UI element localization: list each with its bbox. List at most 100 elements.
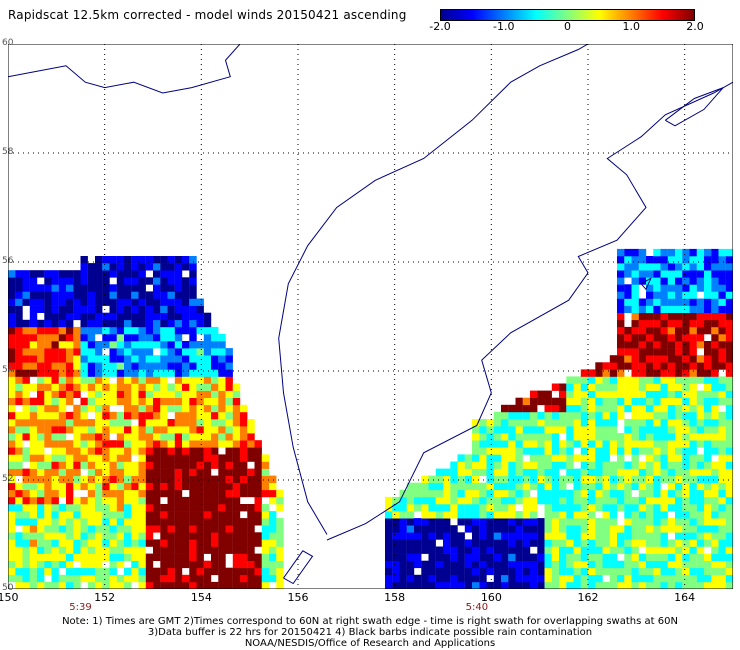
wind-cell [617, 440, 625, 448]
wind-cell [211, 454, 219, 462]
wind-cell [559, 454, 567, 462]
wind-cell [704, 581, 712, 589]
wind-cell [73, 482, 81, 491]
wind-cell [95, 475, 103, 483]
wind-cell [22, 298, 30, 306]
wind-cell [675, 440, 683, 448]
wind-cell [29, 496, 38, 505]
wind-cell [631, 248, 639, 257]
wind-cell [102, 390, 110, 398]
wind-cell [617, 504, 625, 512]
wind-cell [232, 440, 241, 448]
wind-cell [559, 461, 567, 469]
wind-cell [124, 256, 132, 264]
wind-cell [385, 553, 393, 561]
wind-cell [588, 574, 596, 583]
wind-cell [58, 560, 67, 569]
wind-cell [414, 532, 422, 540]
wind-cell [696, 319, 705, 328]
wind-cell [44, 539, 52, 547]
wind-cell [385, 560, 393, 569]
wind-cell [486, 532, 494, 540]
wind-cell [660, 248, 668, 257]
wind-cell [522, 440, 531, 448]
wind-cell [675, 383, 683, 391]
wind-cell [595, 553, 603, 561]
wind-cell [189, 426, 197, 434]
wind-cell [116, 532, 125, 540]
wind-cell [711, 539, 719, 547]
wind-cell [493, 546, 502, 554]
wind-cell [617, 248, 625, 257]
wind-cell [631, 319, 639, 328]
wind-cell [116, 489, 125, 498]
wind-cell [73, 539, 81, 547]
wind-cell [609, 447, 618, 455]
wind-cell [718, 560, 726, 569]
wind-cell [29, 447, 38, 455]
wind-cell [602, 461, 610, 469]
wind-cell [138, 447, 146, 455]
wind-cell [617, 326, 625, 335]
wind-cell [131, 383, 139, 391]
wind-cell [218, 383, 226, 391]
wind-cell [160, 390, 168, 398]
wind-cell [406, 539, 415, 547]
wind-cell [254, 489, 262, 498]
wind-cell [160, 454, 168, 462]
wind-cell [225, 504, 233, 512]
wind-cell [182, 539, 190, 547]
wind-cell [66, 504, 74, 512]
wind-cell [573, 560, 581, 569]
wind-cell [203, 390, 212, 398]
wind-cell [609, 390, 618, 398]
wind-cell [87, 419, 96, 427]
wind-cell [682, 291, 690, 299]
wind-cell [80, 426, 88, 434]
wind-cell [73, 581, 81, 589]
wind-cell [392, 567, 400, 576]
wind-cell [15, 383, 23, 391]
wind-cell [80, 270, 88, 278]
wind-cell [174, 511, 183, 519]
wind-cell [51, 496, 59, 505]
wind-cell [131, 440, 139, 448]
wind-cell [718, 319, 726, 328]
wind-cell [660, 404, 668, 413]
wind-cell [87, 574, 96, 583]
wind-cell [29, 546, 38, 554]
wind-cell [544, 567, 552, 576]
wind-cell [675, 496, 683, 505]
wind-cell [8, 532, 16, 540]
coastline-segment [640, 277, 652, 291]
wind-cell [667, 454, 676, 462]
wind-cell [435, 532, 444, 540]
wind-cell [29, 397, 38, 406]
wind-cell [646, 263, 654, 271]
wind-cell [580, 546, 589, 554]
wind-cell [624, 468, 632, 476]
wind-cell [631, 567, 639, 576]
wind-cell [124, 362, 132, 370]
wind-cell [689, 326, 697, 335]
wind-cell [225, 567, 233, 576]
wind-cell [29, 574, 38, 583]
wind-cell [609, 369, 618, 377]
wind-cell [486, 489, 494, 498]
wind-cell [631, 560, 639, 569]
wind-cell [617, 581, 625, 589]
wind-cell [675, 248, 683, 257]
wind-cell [421, 504, 429, 512]
wind-cell [428, 475, 436, 483]
wind-cell [145, 355, 154, 363]
wind-cell [153, 525, 161, 533]
wind-cell [73, 419, 81, 427]
wind-cell [87, 270, 96, 278]
wind-cell [254, 553, 262, 561]
wind-cell [203, 574, 212, 583]
wind-cell [544, 553, 552, 561]
wind-cell [203, 419, 212, 427]
wind-cell [145, 419, 154, 427]
wind-cell [537, 581, 545, 589]
wind-cell [8, 270, 16, 278]
